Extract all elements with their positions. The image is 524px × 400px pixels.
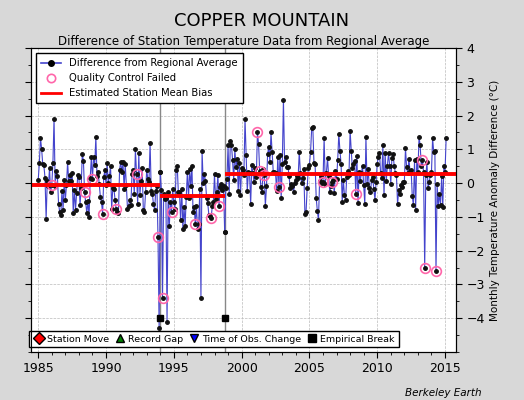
Title: Difference of Station Temperature Data from Regional Average: Difference of Station Temperature Data f… <box>58 35 429 48</box>
Legend: Station Move, Record Gap, Time of Obs. Change, Empirical Break: Station Move, Record Gap, Time of Obs. C… <box>29 331 399 347</box>
Text: COPPER MOUNTAIN: COPPER MOUNTAIN <box>174 12 350 30</box>
Y-axis label: Monthly Temperature Anomaly Difference (°C): Monthly Temperature Anomaly Difference (… <box>490 79 500 321</box>
Text: Berkeley Earth: Berkeley Earth <box>406 388 482 398</box>
